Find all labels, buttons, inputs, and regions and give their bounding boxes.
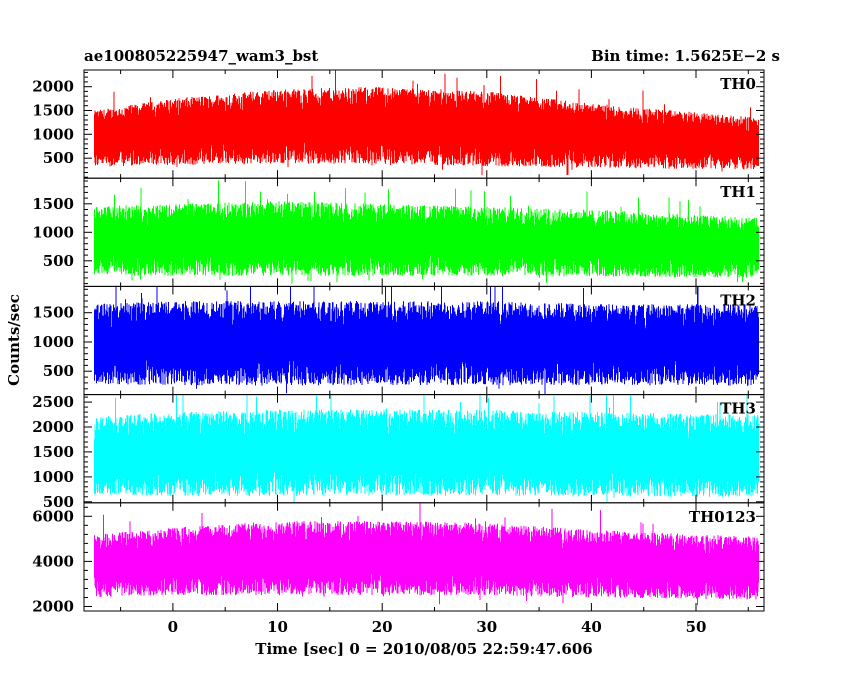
series-th0123 bbox=[94, 502, 759, 606]
y-tick-label: 500 bbox=[43, 252, 74, 270]
y-tick-label: 1000 bbox=[32, 333, 74, 351]
panel-label-th0123: TH0123 bbox=[689, 508, 756, 526]
x-tick-label: 30 bbox=[476, 618, 497, 636]
panel-label-th0: TH0 bbox=[720, 75, 756, 93]
y-tick-label: 1500 bbox=[32, 102, 74, 120]
series-th2 bbox=[94, 286, 759, 395]
x-tick-label: 10 bbox=[267, 618, 288, 636]
panel-label-th3: TH3 bbox=[720, 400, 756, 418]
y-tick-label: 500 bbox=[43, 149, 74, 167]
x-tick-label: 0 bbox=[168, 618, 178, 636]
panel-th0: 500 1000 1500 2000 TH0 bbox=[32, 69, 765, 179]
panels-group: 500 1000 1500 2000 TH0 500 1000 1500 TH1 500 1000 1… bbox=[32, 69, 765, 616]
panel-label-th1: TH1 bbox=[720, 183, 756, 201]
y-tick-label: 1000 bbox=[32, 223, 74, 241]
series-th1 bbox=[94, 180, 759, 284]
y-tick-label: 2000 bbox=[32, 598, 74, 616]
y-tick-label: 2000 bbox=[32, 78, 74, 96]
panel-th2: 500 1000 1500 TH2 bbox=[32, 285, 765, 396]
y-tick-label: 1500 bbox=[32, 304, 74, 322]
chart-title-right: Bin time: 1.5625E−2 s bbox=[591, 47, 780, 65]
y-tick-label: 1000 bbox=[32, 125, 74, 143]
y-tick-label: 6000 bbox=[32, 507, 74, 525]
panel-th3: 500 1000 1500 2000 2500 TH3 bbox=[32, 393, 765, 511]
y-axis-label: Counts/sec bbox=[5, 294, 23, 386]
chart-title-left: ae100805225947_wam3_bst bbox=[84, 47, 318, 65]
x-axis-label: Time [sec] 0 = 2010/08/05 22:59:47.606 bbox=[255, 640, 592, 658]
y-tick-label: 1500 bbox=[32, 195, 74, 213]
y-tick-label: 500 bbox=[43, 493, 74, 511]
series-th0 bbox=[94, 70, 759, 176]
y-tick-label: 500 bbox=[43, 362, 74, 380]
y-tick-label: 1000 bbox=[32, 468, 74, 486]
panel-frame bbox=[83, 502, 765, 612]
panel-label-th2: TH2 bbox=[720, 291, 756, 309]
y-tick-label: 4000 bbox=[32, 552, 74, 570]
x-tick-label: 20 bbox=[372, 618, 393, 636]
x-tick-label: 50 bbox=[686, 618, 707, 636]
series-th3 bbox=[94, 394, 759, 503]
y-tick-label: 2500 bbox=[32, 393, 74, 411]
y-tick-label: 2000 bbox=[32, 418, 74, 436]
panel-th0123: 2000 4000 6000 TH0123 bbox=[32, 502, 765, 616]
y-tick-label: 1500 bbox=[32, 443, 74, 461]
x-tick-label: 40 bbox=[581, 618, 602, 636]
x-axis: 0 10 20 30 40 50 bbox=[168, 618, 707, 636]
